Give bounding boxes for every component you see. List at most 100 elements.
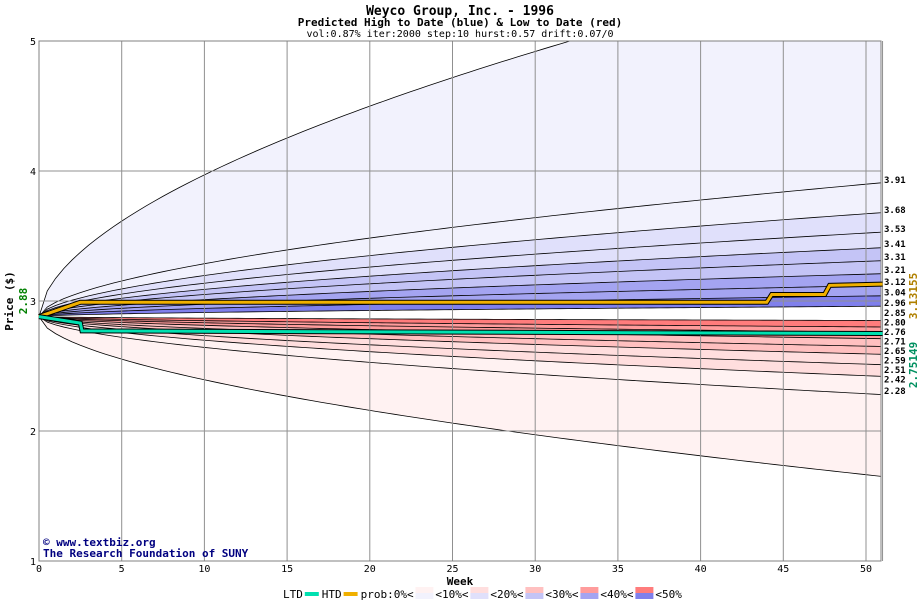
quantile-end-label: 2.51 xyxy=(884,366,906,376)
legend-ltd-label: LTD xyxy=(283,588,303,600)
legend-red-swatch xyxy=(635,587,654,593)
upper-band xyxy=(39,260,883,317)
quantile-end-label: 2.28 xyxy=(884,387,906,397)
legend-ltd-swatch xyxy=(304,592,319,596)
top-mask xyxy=(39,0,881,41)
quantile-line xyxy=(38,285,883,317)
legend-red-swatch xyxy=(580,587,599,593)
x-axis-label: Week xyxy=(447,575,474,588)
lower-band xyxy=(39,316,883,477)
y-tick-label: 5 xyxy=(30,37,36,48)
legend-prob-label: prob:0%< xyxy=(361,588,414,600)
legend-bin-label: <50% xyxy=(655,588,682,600)
x-tick-label: 10 xyxy=(198,564,210,575)
quantile-end-label: 2.80 xyxy=(884,319,906,329)
x-tick-label: 0 xyxy=(36,564,42,575)
lower-band xyxy=(39,316,883,333)
x-tick-label: 20 xyxy=(364,564,376,575)
quantile-line xyxy=(38,316,883,347)
legend: LTD HTD prob:0%< <10%< <20%< <30%< <40%< <50% xyxy=(283,587,682,600)
y-tick-label: 2 xyxy=(30,427,36,438)
x-tick-label: 35 xyxy=(612,564,624,575)
start-price-label: 2.88 xyxy=(17,288,30,315)
lower-band xyxy=(39,316,883,327)
quantile-line xyxy=(38,316,883,321)
legend-htd-label: HTD xyxy=(322,588,342,600)
quantile-line xyxy=(38,260,883,317)
quantile-line xyxy=(38,212,883,317)
legend-blue-swatch xyxy=(415,593,434,599)
quantile-end-label: 2.96 xyxy=(884,299,906,309)
quantile-line xyxy=(38,316,883,395)
quantile-line xyxy=(38,231,883,317)
quantile-line xyxy=(38,316,883,477)
credit-textbiz: © www.textbiz.org xyxy=(43,536,156,549)
upper-band xyxy=(39,232,883,317)
chart-subtitle: Predicted High to Date (blue) & Low to D… xyxy=(298,16,623,29)
legend-blue-swatch xyxy=(580,593,599,599)
y-axis-label: Price ($) xyxy=(3,271,16,331)
quantile-end-label: 2.65 xyxy=(884,347,906,357)
quantile-end-label: 2.59 xyxy=(884,357,906,367)
quantile-end-label: 3.68 xyxy=(884,206,906,216)
bottom-mask xyxy=(39,561,881,600)
legend-bin-label: <10%< xyxy=(435,588,468,600)
quantile-end-label: 3.21 xyxy=(884,266,906,276)
quantile-line xyxy=(38,316,883,328)
upper-band xyxy=(39,212,883,317)
plot-frame xyxy=(38,40,882,562)
htd-line xyxy=(38,282,883,319)
legend-htd-swatch xyxy=(343,592,358,596)
legend-red-swatch xyxy=(415,587,434,593)
quantile-line xyxy=(38,316,883,366)
y-tick-label: 4 xyxy=(30,167,36,178)
center-band xyxy=(39,306,883,321)
left-mask xyxy=(0,0,39,600)
quantile-end-label: 2.42 xyxy=(884,376,906,386)
quantile-end-label: 2.71 xyxy=(884,338,906,348)
quantile-line xyxy=(38,182,883,317)
legend-bin-label: <40%< xyxy=(600,588,633,600)
legend-red-swatch xyxy=(525,587,544,593)
quantile-line xyxy=(38,0,718,317)
x-tick-label: 5 xyxy=(119,564,125,575)
quantile-end-label: 3.91 xyxy=(884,176,906,186)
lower-band xyxy=(39,316,883,355)
quantile-end-label: 3.12 xyxy=(884,278,906,288)
quantile-end-label: 3.53 xyxy=(884,225,906,235)
legend-blue-swatch xyxy=(470,593,489,599)
y-tick-label: 1 xyxy=(30,557,36,568)
quantile-line xyxy=(38,305,883,317)
quantile-end-label: 3.31 xyxy=(884,253,906,263)
htd-value-label: 3.13155 xyxy=(907,273,920,319)
upper-band xyxy=(39,182,883,317)
chart-params: vol:0.87% iter:2000 step:10 hurst:0.57 d… xyxy=(306,29,613,40)
quantile-line xyxy=(38,316,883,377)
x-tick-label: 45 xyxy=(777,564,789,575)
quantile-end-label: 2.76 xyxy=(884,328,906,338)
legend-bin-label: <20%< xyxy=(490,588,523,600)
ltd-line xyxy=(38,315,883,335)
upper-band xyxy=(39,273,883,317)
lower-band xyxy=(39,316,883,365)
quantile-end-label: 3.04 xyxy=(884,289,906,299)
x-tick-label: 40 xyxy=(695,564,707,575)
upper-band xyxy=(39,247,883,317)
chart-title: Weyco Group, Inc. - 1996 xyxy=(366,4,554,19)
right-mask xyxy=(881,0,920,600)
legend-blue-swatch xyxy=(525,593,544,599)
quantile-end-label: 3.41 xyxy=(884,240,906,250)
x-tick-label: 15 xyxy=(281,564,293,575)
lower-band xyxy=(39,316,883,377)
legend-blue-swatch xyxy=(635,593,654,599)
x-tick-label: 50 xyxy=(860,564,872,575)
x-tick-label: 30 xyxy=(529,564,541,575)
x-tick-label: 25 xyxy=(446,564,458,575)
ltd-value-label: 2.75149 xyxy=(907,342,920,388)
y-tick-label: 3 xyxy=(30,297,36,308)
legend-red-swatch xyxy=(470,587,489,593)
credit-suny: The Research Foundation of SUNY xyxy=(43,547,249,560)
legend-bin-label: <30%< xyxy=(545,588,578,600)
